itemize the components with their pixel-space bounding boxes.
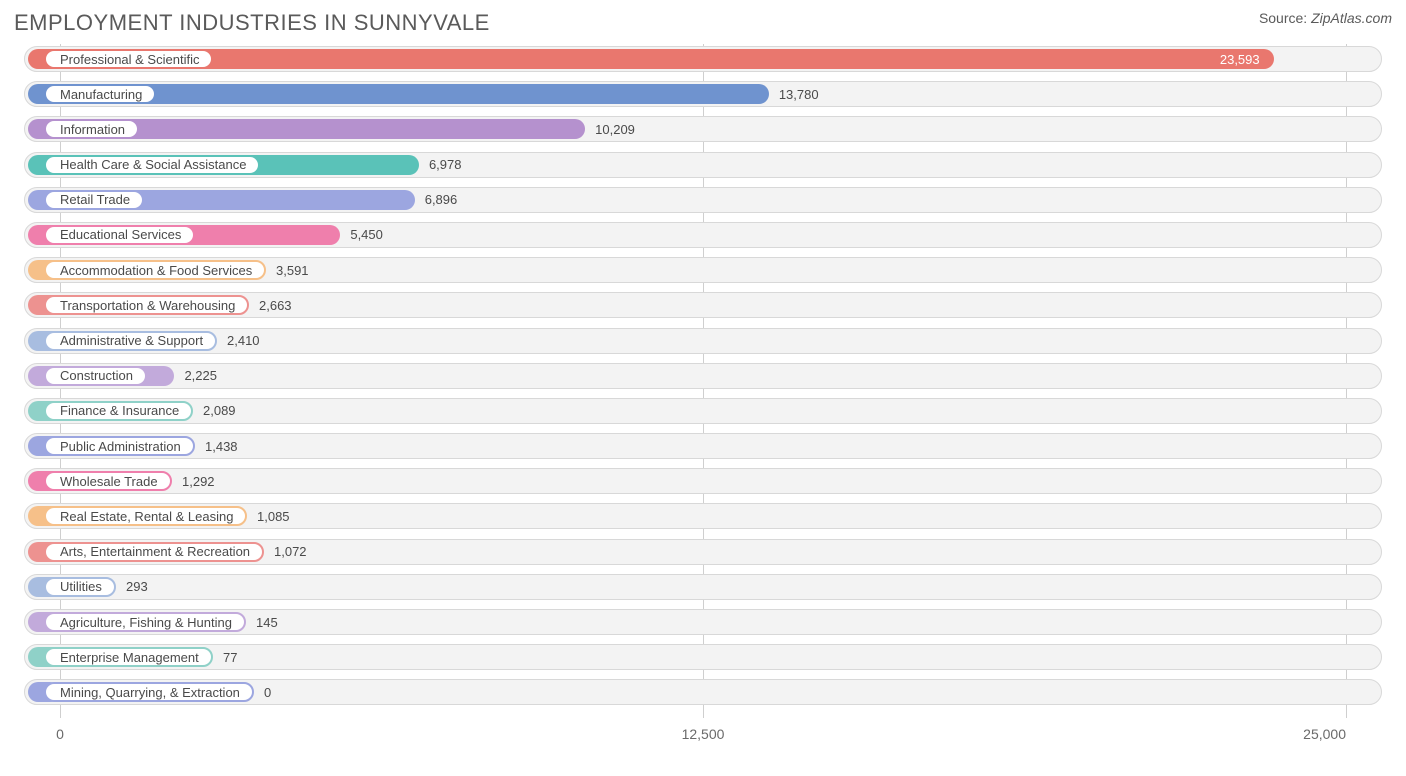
bar-value: 2,663 — [259, 295, 292, 315]
bar-value: 145 — [256, 612, 278, 632]
bar-label-pill: Enterprise Management — [44, 647, 213, 667]
bar-row: Administrative & Support 2,410 — [24, 326, 1382, 356]
bar-row: Accommodation & Food Services 3,591 — [24, 255, 1382, 285]
bar-row: Manufacturing 13,780 — [24, 79, 1382, 109]
bar-row: Retail Trade 6,896 — [24, 185, 1382, 215]
bar-track — [24, 363, 1382, 389]
chart-header: EMPLOYMENT INDUSTRIES IN SUNNYVALE Sourc… — [14, 10, 1392, 36]
bar-track — [24, 468, 1382, 494]
bar-value: 77 — [223, 647, 237, 667]
bar-value: 1,438 — [205, 436, 238, 456]
bar-track — [24, 574, 1382, 600]
bar-row: Construction 2,225 — [24, 361, 1382, 391]
bar-value: 0 — [264, 682, 271, 702]
bar-label-pill: Wholesale Trade — [44, 471, 172, 491]
bar-label-pill: Agriculture, Fishing & Hunting — [44, 612, 246, 632]
chart-source: Source: ZipAtlas.com — [1259, 10, 1392, 26]
bar-row: Transportation & Warehousing 2,663 — [24, 290, 1382, 320]
bar-value: 2,089 — [203, 401, 236, 421]
bar-row: Information 10,209 — [24, 114, 1382, 144]
bar-value: 1,292 — [182, 471, 215, 491]
chart-area: Professional & Scientific 23,593 Manufactu… — [14, 44, 1392, 744]
bar-row: Health Care & Social Assistance 6,978 — [24, 150, 1382, 180]
bar-value: 2,225 — [184, 366, 217, 386]
bar-label-pill: Administrative & Support — [44, 331, 217, 351]
bar-value: 3,591 — [276, 260, 309, 280]
bar-label-pill: Utilities — [44, 577, 116, 597]
x-tick-label: 0 — [56, 726, 64, 742]
x-tick-label: 12,500 — [682, 726, 725, 742]
bar-row: Finance & Insurance 2,089 — [24, 396, 1382, 426]
bar-row: Wholesale Trade 1,292 — [24, 466, 1382, 496]
bar-label-pill: Transportation & Warehousing — [44, 295, 249, 315]
source-label: Source: — [1259, 10, 1307, 26]
source-name: ZipAtlas.com — [1311, 10, 1392, 26]
chart-plot: Professional & Scientific 23,593 Manufactu… — [24, 44, 1382, 718]
bar-label-pill: Professional & Scientific — [44, 49, 213, 69]
bar-label-pill: Information — [44, 119, 139, 139]
bar-label-pill: Construction — [44, 366, 147, 386]
bar-value: 5,450 — [350, 225, 383, 245]
bar-value: 6,896 — [425, 190, 458, 210]
bar-value: 23,593 — [1220, 49, 1260, 69]
bar-row: Public Administration 1,438 — [24, 431, 1382, 461]
bar-row: Mining, Quarrying, & Extraction 0 — [24, 677, 1382, 707]
bar-label-pill: Finance & Insurance — [44, 401, 193, 421]
bar-label-pill: Educational Services — [44, 225, 195, 245]
bar-label-pill: Health Care & Social Assistance — [44, 155, 260, 175]
bar-value: 293 — [126, 577, 148, 597]
bar-label-pill: Retail Trade — [44, 190, 144, 210]
bar-value: 10,209 — [595, 119, 635, 139]
bar-value: 2,410 — [227, 331, 260, 351]
bar-value: 1,072 — [274, 542, 307, 562]
x-tick-label: 25,000 — [1303, 726, 1346, 742]
bar-row: Educational Services 5,450 — [24, 220, 1382, 250]
bar-row: Enterprise Management 77 — [24, 642, 1382, 672]
bar-value: 13,780 — [779, 84, 819, 104]
bar-label-pill: Manufacturing — [44, 84, 156, 104]
chart-title: EMPLOYMENT INDUSTRIES IN SUNNYVALE — [14, 10, 490, 36]
bar-row: Agriculture, Fishing & Hunting 145 — [24, 607, 1382, 637]
bar-value: 1,085 — [257, 506, 290, 526]
bar-row: Real Estate, Rental & Leasing 1,085 — [24, 501, 1382, 531]
bar-label-pill: Arts, Entertainment & Recreation — [44, 542, 264, 562]
bar-row: Utilities 293 — [24, 572, 1382, 602]
bar-label-pill: Mining, Quarrying, & Extraction — [44, 682, 254, 702]
bar-value: 6,978 — [429, 155, 462, 175]
bars-container: Professional & Scientific 23,593 Manufactu… — [24, 44, 1382, 707]
bar-label-pill: Public Administration — [44, 436, 195, 456]
bar-label-pill: Accommodation & Food Services — [44, 260, 266, 280]
bar-label-pill: Real Estate, Rental & Leasing — [44, 506, 247, 526]
bar-row: Professional & Scientific 23,593 — [24, 44, 1382, 74]
bar-row: Arts, Entertainment & Recreation 1,072 — [24, 537, 1382, 567]
bar-fill — [28, 49, 1274, 69]
x-axis: 0 12,500 25,000 — [24, 724, 1382, 744]
